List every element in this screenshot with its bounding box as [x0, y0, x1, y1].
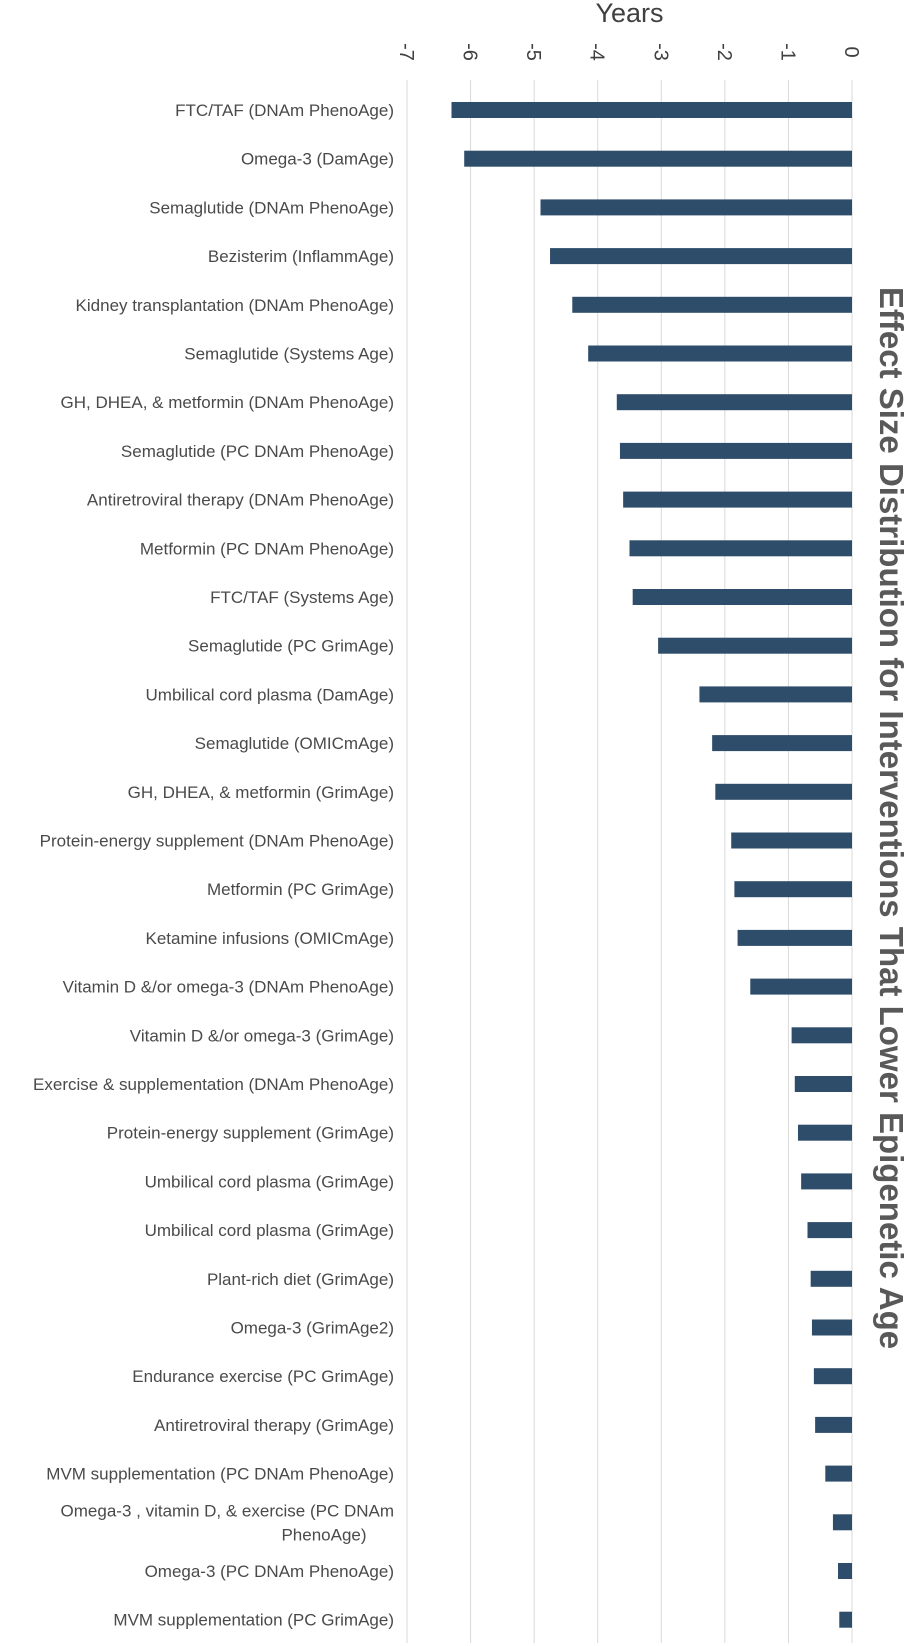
bar [619, 442, 852, 459]
bar [464, 150, 852, 167]
x-axis-title: Years [595, 0, 663, 28]
x-tick-label: -2 [713, 43, 735, 61]
category-label: MVM supplementation (PC DNAm PhenoAge) [46, 1465, 394, 1484]
category-labels: FTC/TAF (DNAm PhenoAge) Omega-3 (DamAge) S… [33, 101, 394, 1630]
category-label: Vitamin D &/or omega-3 (GrimAge) [130, 1026, 394, 1045]
bar [807, 1222, 852, 1239]
bar [715, 783, 852, 800]
bar [731, 832, 852, 849]
bar [632, 589, 852, 605]
bar [550, 248, 852, 265]
x-tick-label: -4 [586, 43, 608, 61]
bar [734, 881, 852, 898]
bar [811, 1319, 852, 1336]
category-label: Semaglutide (DNAm PhenoAge) [149, 198, 394, 217]
category-label: Exercise & supplementation (DNAm PhenoAg… [33, 1075, 394, 1094]
bar [797, 1124, 852, 1141]
bar [629, 540, 852, 557]
bar [750, 978, 852, 995]
bars [451, 102, 852, 1628]
category-label: Protein-energy supplement (GrimAge) [107, 1124, 394, 1143]
bar [712, 735, 852, 752]
category-label: Omega-3 (DamAge) [241, 150, 394, 169]
bar [623, 491, 852, 508]
category-label: FTC/TAF (Systems Age) [210, 588, 394, 607]
category-label: GH, DHEA, & metformin (GrimAge) [128, 783, 394, 802]
bar [616, 394, 852, 411]
category-label: Protein-energy supplement (DNAm PhenoAge… [40, 832, 394, 851]
category-label: Kidney transplantation (DNAm PhenoAge) [76, 296, 394, 315]
category-label: Antiretroviral therapy (GrimAge) [154, 1416, 394, 1435]
x-tick-label: -3 [649, 43, 671, 61]
category-label: Semaglutide (PC DNAm PhenoAge) [121, 442, 394, 461]
bar [572, 296, 852, 313]
chart-title: Effect Size Distribution for Interventio… [873, 287, 910, 1349]
category-label: Semaglutide (OMICmAge) [195, 734, 394, 753]
category-label: Endurance exercise (PC GrimAge) [132, 1367, 394, 1386]
bar [813, 1368, 852, 1385]
bar [658, 637, 852, 654]
category-label: Ketamine infusions (OMICmAge) [146, 929, 394, 948]
bar [791, 1027, 852, 1044]
category-label: GH, DHEA, & metformin (DNAm PhenoAge) [61, 393, 394, 412]
bar [699, 686, 852, 703]
category-label: Vitamin D &/or omega-3 (DNAm PhenoAge) [63, 978, 394, 997]
category-label: Umbilical cord plasma (DamAge) [146, 685, 394, 704]
bar [815, 1416, 852, 1433]
category-label: Antiretroviral therapy (DNAm PhenoAge) [87, 491, 394, 510]
category-label: Bezisterim (InflammAge) [208, 247, 394, 266]
gridlines [406, 80, 853, 1643]
x-tick-label: -5 [522, 43, 544, 61]
bar [832, 1514, 852, 1531]
bar [801, 1173, 852, 1190]
category-label: Plant-rich diet (GrimAge) [207, 1270, 394, 1289]
bar [540, 199, 852, 216]
category-label: Omega-3 , vitamin D, & exercise (PC DNAm… [61, 1501, 394, 1544]
bar [451, 102, 852, 118]
category-label: Metformin (PC DNAm PhenoAge) [140, 539, 394, 558]
category-label: FTC/TAF (DNAm PhenoAge) [175, 101, 394, 120]
category-label: Semaglutide (Systems Age) [184, 345, 394, 364]
bar [810, 1270, 852, 1287]
category-label: Semaglutide (PC GrimAge) [188, 637, 394, 656]
x-tick-label: -7 [395, 43, 417, 61]
x-tick-label: -1 [776, 43, 798, 61]
bar [737, 929, 852, 946]
category-label: Metformin (PC GrimAge) [207, 880, 394, 899]
bar [794, 1076, 852, 1092]
bar [838, 1563, 852, 1579]
category-label: Umbilical cord plasma (GrimAge) [145, 1221, 394, 1240]
x-tick-label: 0 [840, 46, 862, 57]
category-label: Omega-3 (PC DNAm PhenoAge) [145, 1562, 394, 1581]
x-tick-label: -6 [459, 43, 481, 61]
bar [825, 1465, 852, 1482]
category-label: MVM supplementation (PC GrimAge) [113, 1611, 394, 1630]
category-label: Omega-3 (GrimAge2) [231, 1319, 394, 1338]
x-tick-labels: -7 -6 -5 -4 -3 -2 -1 0 [395, 43, 862, 61]
bar [839, 1611, 852, 1628]
category-label: Umbilical cord plasma (GrimAge) [145, 1172, 394, 1191]
bar [588, 345, 852, 362]
